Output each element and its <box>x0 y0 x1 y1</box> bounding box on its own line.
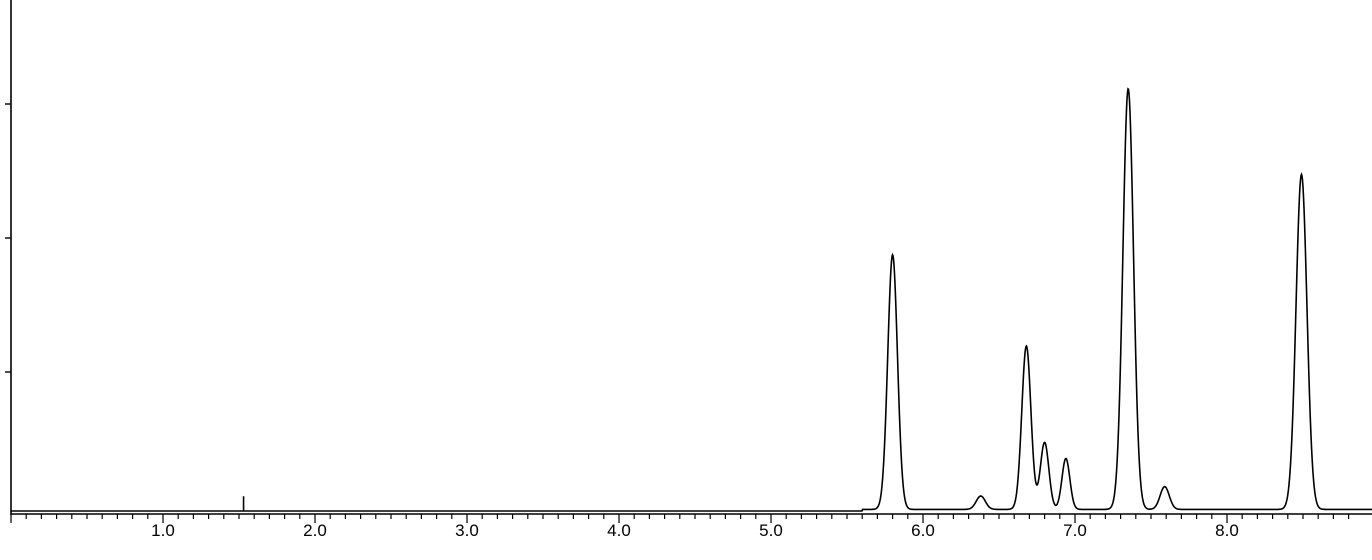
x-tick-label: 6.0 <box>911 521 935 540</box>
x-tick-label: 1.0 <box>151 521 175 540</box>
x-tick-label: 2.0 <box>303 521 327 540</box>
signal-trace <box>11 87 1372 512</box>
x-tick-label: 5.0 <box>759 521 783 540</box>
x-tick-label: 3.0 <box>455 521 479 540</box>
x-tick-labels: 1.0 2.0 3.0 4.0 5.0 6.0 7.0 8.0 <box>151 521 1239 540</box>
axes <box>5 0 1372 523</box>
x-tick-label: 7.0 <box>1063 521 1087 540</box>
x-tick-label: 4.0 <box>607 521 631 540</box>
x-tick-label: 8.0 <box>1215 521 1239 540</box>
